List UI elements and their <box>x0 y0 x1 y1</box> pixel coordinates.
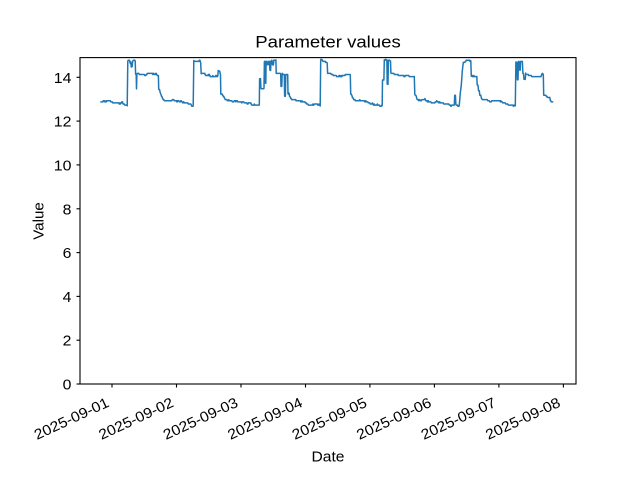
svg-text:2: 2 <box>63 334 72 350</box>
svg-text:14: 14 <box>54 71 72 87</box>
svg-text:6: 6 <box>63 246 72 262</box>
svg-text:Parameter values: Parameter values <box>255 33 401 52</box>
svg-text:0: 0 <box>63 378 72 394</box>
svg-text:10: 10 <box>54 158 72 174</box>
svg-text:Date: Date <box>312 450 345 466</box>
svg-text:Value: Value <box>31 202 47 240</box>
svg-text:8: 8 <box>63 202 72 218</box>
svg-text:12: 12 <box>54 115 72 131</box>
svg-text:4: 4 <box>63 290 72 306</box>
